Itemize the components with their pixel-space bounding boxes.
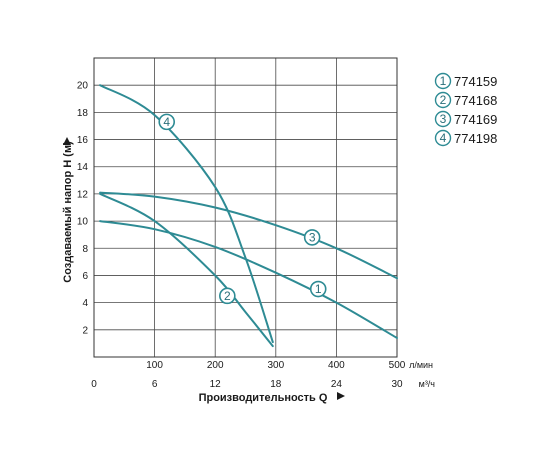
x-secondary-tick-label-1: 6 xyxy=(152,379,158,390)
curve-marker-1: 1 xyxy=(309,280,327,298)
y-axis-label: Создаваемый напор H (м) xyxy=(62,141,74,283)
grid xyxy=(94,58,397,357)
series-line-774198 xyxy=(99,84,274,344)
y-tick-label-5: 12 xyxy=(77,189,89,200)
y-axis-title: Создаваемый напор H (м) xyxy=(62,141,74,283)
curve-marker-circle-2 xyxy=(219,287,236,305)
y-tick-label-3: 8 xyxy=(82,244,88,255)
legend-item-774198: 4 774198 xyxy=(434,129,497,147)
curve-marker-label-1: 1 xyxy=(315,282,322,296)
x-tick-label-4: 400 xyxy=(328,360,345,371)
legend-label-774169: 774169 xyxy=(454,112,497,127)
curve-marker-2: 2 xyxy=(219,287,236,305)
curve-marker-label-3: 3 xyxy=(309,230,316,244)
legend-marker-1 xyxy=(434,72,452,90)
legend-item-774169: 3 774169 xyxy=(434,110,497,128)
y-tick-label-1: 4 xyxy=(82,298,88,309)
plot-frame xyxy=(93,57,398,358)
legend-item-774159: 1 774159 xyxy=(434,72,497,90)
y-tick-label-7: 16 xyxy=(77,135,89,146)
legend-label-774198: 774198 xyxy=(454,131,497,146)
x-secondary-tick-label-4: 24 xyxy=(331,379,343,390)
curve-marker-circle-1 xyxy=(309,280,327,298)
legend-marker-label-1: 1 xyxy=(440,74,447,88)
x-axis-title: Производительность Q xyxy=(199,392,345,404)
y-tick-label-6: 14 xyxy=(77,162,89,173)
x-secondary-tick-label-0: 0 xyxy=(91,379,97,390)
x-secondary-tick-label-2: 12 xyxy=(210,379,222,390)
x-tick-label-2: 200 xyxy=(207,360,224,371)
legend-marker-3 xyxy=(434,110,452,128)
series-line-774169 xyxy=(99,191,398,280)
legend-item-774168: 2 774168 xyxy=(434,91,497,109)
curve-marker-label-2: 2 xyxy=(224,289,231,303)
x-secondary-tick-label-3: 18 xyxy=(270,379,282,390)
series-line-774159 xyxy=(99,220,398,339)
legend-marker-2 xyxy=(434,91,452,109)
curve-marker-label-4: 4 xyxy=(163,115,170,129)
x-unit-primary: л/мин xyxy=(409,360,433,370)
x-tick-label-3: 300 xyxy=(267,360,284,371)
y-tick-label-2: 6 xyxy=(82,271,88,282)
curve-marker-circle-4 xyxy=(158,113,176,131)
x-tick-label-1: 100 xyxy=(146,360,163,371)
y-tick-label-0: 2 xyxy=(82,325,88,336)
legend-marker-label-2: 2 xyxy=(440,93,447,107)
legend-marker-label-4: 4 xyxy=(440,131,447,145)
curve-marker-4: 4 xyxy=(158,113,176,131)
x-unit-secondary: м³/ч xyxy=(419,379,436,389)
y-tick-label-8: 18 xyxy=(77,108,89,119)
legend: 1 774159 2 774168 3 774169 4 774198 xyxy=(434,72,497,147)
legend-label-774168: 774168 xyxy=(454,93,497,108)
x-tick-label-5: 500 xyxy=(389,360,406,371)
x-axis-label: Производительность Q xyxy=(199,392,328,404)
y-tick-label-4: 10 xyxy=(77,217,89,228)
curves: 4 2 3 1 xyxy=(99,84,398,348)
legend-label-774159: 774159 xyxy=(454,74,497,89)
x-axis-arrow-icon xyxy=(337,392,345,400)
x-secondary-tick-label-5: 30 xyxy=(391,379,403,390)
curve-marker-3: 3 xyxy=(303,229,321,246)
y-tick-label-9: 20 xyxy=(77,81,89,92)
legend-marker-label-3: 3 xyxy=(440,112,447,126)
curve-marker-circle-3 xyxy=(303,229,321,246)
legend-marker-4 xyxy=(434,129,452,147)
series-line-774168 xyxy=(99,192,274,348)
y-axis-arrow-icon xyxy=(63,137,71,145)
